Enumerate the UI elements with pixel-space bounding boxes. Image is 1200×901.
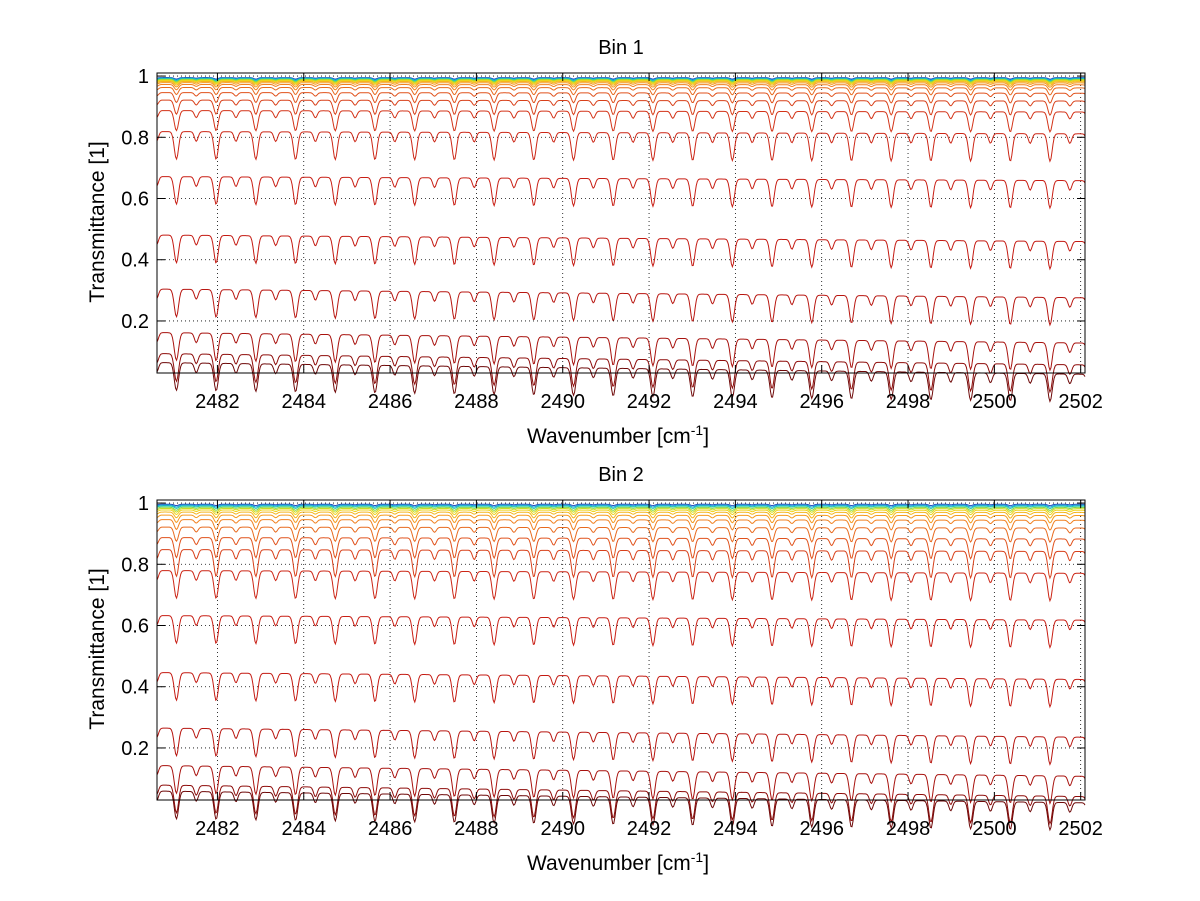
series-line-20 (156, 362, 1086, 403)
series-line-11 (156, 537, 1086, 561)
y-tick-label: 1 (138, 493, 149, 515)
series-line-2 (156, 504, 1086, 508)
x-tick-label: 2486 (368, 818, 413, 840)
x-tick-label: 2488 (454, 818, 499, 840)
series-line-7 (156, 80, 1086, 86)
series-line-1 (156, 503, 1086, 507)
chart-panel-bin-1: Bin 1 2482 2484 2486 2488 2490 2492 2494 2496 24… (86, 37, 1103, 448)
y-tick-label: 0.8 (121, 127, 149, 149)
x-axis-label: Wavenumber [cm-1] (527, 422, 709, 448)
series-line-11 (156, 92, 1086, 104)
series-line-8 (156, 514, 1086, 524)
series-line-17 (156, 288, 1086, 327)
x-tick-label: 2490 (540, 391, 585, 413)
series-line-1 (156, 77, 1086, 80)
series-line-15 (156, 672, 1086, 709)
series-line-19 (156, 353, 1086, 394)
series-line-13 (156, 110, 1086, 134)
series-line-10 (156, 86, 1086, 96)
series-line-9 (156, 519, 1086, 531)
chart-title: Bin 2 (598, 464, 644, 486)
grid (157, 500, 1085, 800)
series-line-18 (156, 784, 1086, 826)
ticks: 2482 2484 2486 2488 2490 2492 2494 2496 2498 2500… (121, 493, 1103, 840)
series-line-5 (156, 79, 1086, 84)
series-lines (156, 77, 1086, 403)
x-tick-label: 2502 (1058, 391, 1103, 413)
series-line-4 (156, 506, 1086, 511)
x-tick-label: 2500 (972, 818, 1017, 840)
plot-area (156, 72, 1086, 374)
y-tick-label: 0.4 (121, 250, 149, 272)
plot-area (156, 499, 1086, 801)
x-tick-label: 2492 (627, 818, 672, 840)
series-line-16 (156, 727, 1086, 766)
y-axis-label: Transmittance [1] (86, 568, 109, 729)
y-axis-label: Transmittance [1] (86, 141, 109, 302)
x-tick-label: 2494 (713, 391, 758, 413)
x-tick-label: 2492 (627, 391, 672, 413)
series-line-17 (156, 765, 1086, 805)
series-line-4 (156, 78, 1086, 83)
series-line-6 (156, 509, 1086, 516)
series-line-10 (156, 526, 1086, 543)
series-line-6 (156, 80, 1086, 85)
chart-panel-bin-2: Bin 2 2482 2484 2486 2488 2490 2492 2494 2496 24… (86, 464, 1103, 875)
series-line-8 (156, 82, 1086, 88)
series-line-19 (156, 790, 1086, 832)
y-tick-label: 0.2 (121, 738, 149, 760)
x-tick-label: 2502 (1058, 818, 1103, 840)
y-tick-label: 0.6 (121, 189, 149, 211)
x-tick-label: 2484 (282, 391, 327, 413)
x-axis-label: Wavenumber [cm-1] (527, 849, 709, 875)
x-tick-label: 2494 (713, 818, 758, 840)
y-tick-label: 0.6 (121, 616, 149, 638)
series-line-7 (156, 511, 1086, 519)
y-tick-label: 0.8 (121, 554, 149, 576)
x-tick-label: 2498 (886, 818, 931, 840)
series-line-15 (156, 176, 1086, 210)
series-line-9 (156, 83, 1086, 91)
x-tick-label: 2484 (282, 818, 327, 840)
chart-title: Bin 1 (598, 37, 644, 59)
ticks: 2482 2484 2486 2488 2490 2492 2494 2496 2498 2500… (121, 66, 1103, 413)
x-tick-label: 2496 (799, 818, 844, 840)
y-tick-label: 1 (138, 66, 149, 88)
series-line-3 (156, 78, 1086, 82)
x-tick-label: 2490 (540, 818, 585, 840)
x-tick-label: 2482 (195, 818, 240, 840)
series-line-2 (156, 77, 1086, 81)
series-line-12 (156, 549, 1086, 580)
x-tick-label: 2496 (799, 391, 844, 413)
x-tick-label: 2486 (368, 391, 413, 413)
y-tick-label: 0.4 (121, 677, 149, 699)
series-line-14 (156, 131, 1086, 163)
series-line-3 (156, 505, 1086, 509)
y-tick-label: 0.2 (121, 311, 149, 333)
series-line-13 (156, 570, 1086, 603)
x-tick-label: 2488 (454, 391, 499, 413)
series-line-18 (156, 332, 1086, 372)
series-line-14 (156, 615, 1086, 650)
x-tick-label: 2498 (886, 391, 931, 413)
x-tick-label: 2500 (972, 391, 1017, 413)
grid (157, 73, 1085, 373)
series-lines (156, 503, 1086, 832)
series-line-12 (156, 99, 1086, 116)
series-line-16 (156, 234, 1086, 271)
x-tick-label: 2482 (195, 391, 240, 413)
series-line-5 (156, 507, 1086, 513)
